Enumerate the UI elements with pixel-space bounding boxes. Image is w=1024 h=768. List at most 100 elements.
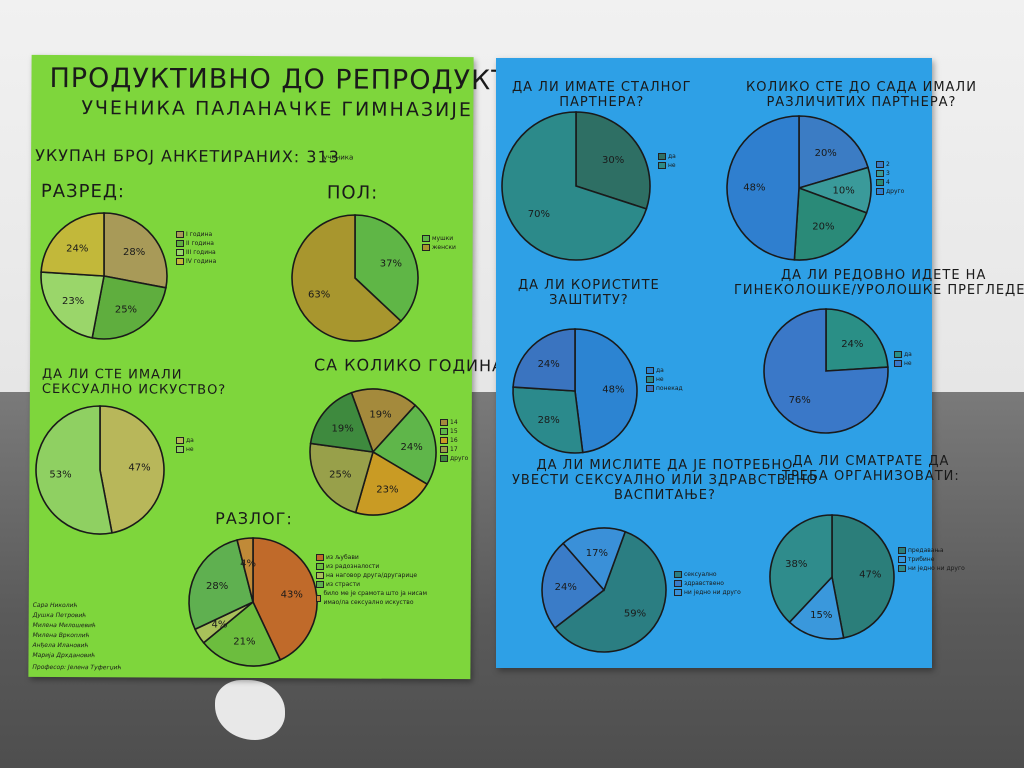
pie-slice bbox=[501, 111, 648, 261]
legend-swatch bbox=[876, 161, 884, 168]
slice-label: 38% bbox=[785, 559, 807, 570]
legend-label: предавања bbox=[908, 547, 944, 554]
legend-item: 2 bbox=[876, 160, 904, 169]
legend-item: 4 bbox=[876, 178, 904, 187]
slice-label: 19% bbox=[331, 423, 353, 434]
total-label: УКУПАН БРОЈ АНКЕТИРАНИХ: 313 bbox=[35, 145, 340, 167]
legend-item: III година bbox=[176, 248, 216, 257]
legend-label: 16 bbox=[450, 437, 458, 444]
legend-item: не bbox=[646, 375, 683, 384]
pie-pol: 37% 63% bbox=[291, 214, 419, 342]
slice-label: 47% bbox=[128, 462, 150, 473]
legend-swatch bbox=[674, 571, 682, 578]
pie-slice bbox=[763, 308, 889, 434]
author: Сара Николић bbox=[32, 601, 78, 610]
professor: Професор: Јелена Туфегџић bbox=[32, 663, 122, 672]
slice-label: 21% bbox=[233, 637, 255, 648]
pie-slice bbox=[35, 405, 113, 535]
legend-swatch bbox=[316, 554, 324, 561]
legend-label: не bbox=[668, 162, 676, 169]
chart-title-razlog: РАЗЛОГ: bbox=[215, 508, 293, 529]
slice-label: 28% bbox=[123, 247, 145, 258]
legend-item: не bbox=[658, 161, 676, 170]
pie-godine: 19% 24% 23% 25% 19% bbox=[309, 388, 437, 516]
pie-slice bbox=[371, 404, 437, 486]
pie-slice bbox=[769, 514, 833, 624]
legend-swatch bbox=[316, 563, 324, 570]
slice-label: 17% bbox=[586, 548, 608, 559]
chart-title-organizovati: ДА ЛИ СМАТРАТЕ ДА ТРЕБА ОРГАНИЗОВАТИ: bbox=[782, 454, 960, 484]
legend-label: ни једно ни друго bbox=[908, 565, 965, 572]
pie-slice bbox=[188, 539, 254, 631]
legend-swatch bbox=[176, 437, 184, 444]
slice-label: 24% bbox=[555, 582, 577, 593]
legend-swatch bbox=[658, 162, 666, 169]
legend-label: 4 bbox=[886, 179, 890, 186]
legend-zastita: да не понекад bbox=[646, 366, 683, 393]
slice-label: 24% bbox=[401, 442, 423, 453]
legend-swatch bbox=[646, 385, 654, 392]
slice-label: 15% bbox=[810, 610, 832, 621]
slice-label: 23% bbox=[62, 296, 84, 307]
legend-swatch bbox=[876, 188, 884, 195]
chart-title-iskustvo: ДА ЛИ СТЕ ИМАЛИ СЕКСУАЛНО ИСКУСТВО? bbox=[41, 366, 227, 398]
legend-organizovati: предавања трибине ни једно ни друго bbox=[898, 546, 965, 573]
slice-label: 24% bbox=[66, 244, 88, 255]
pie-slice bbox=[309, 391, 375, 453]
legend-swatch bbox=[422, 244, 430, 251]
legend-label: да bbox=[904, 351, 912, 358]
legend-item: женски bbox=[422, 243, 456, 252]
legend-label: да bbox=[186, 437, 194, 444]
legend-swatch bbox=[674, 580, 682, 587]
pie-slice bbox=[309, 442, 375, 514]
pie-slice bbox=[788, 575, 845, 640]
slice-label: 70% bbox=[528, 209, 550, 220]
legend-swatch bbox=[876, 170, 884, 177]
legend-item: не bbox=[894, 359, 912, 368]
legend-swatch bbox=[440, 419, 448, 426]
slice-label: 25% bbox=[329, 469, 351, 480]
legend-item: мушки bbox=[422, 234, 456, 243]
legend-swatch bbox=[176, 446, 184, 453]
slice-label: 25% bbox=[115, 304, 137, 315]
legend-item: ни једно ни друго bbox=[898, 564, 965, 573]
slice-label: 53% bbox=[49, 470, 71, 481]
pie-slice bbox=[99, 405, 165, 534]
legend-item: да bbox=[176, 436, 194, 445]
legend-swatch bbox=[440, 455, 448, 462]
legend-item: да bbox=[658, 152, 676, 161]
slice-label: 37% bbox=[380, 258, 402, 269]
chart-title-vaspitanje: ДА ЛИ МИСЛИТЕ ДА ЈЕ ПОТРЕБНО УВЕСТИ СЕКСУ… bbox=[512, 458, 818, 503]
legend-label: понекад bbox=[656, 385, 683, 392]
legend-label: 14 bbox=[450, 419, 458, 426]
slice-label: 24% bbox=[841, 339, 863, 350]
legend-item: I година bbox=[176, 230, 216, 239]
slice-label: 76% bbox=[789, 395, 811, 406]
legend-item: здравствено bbox=[674, 579, 741, 588]
chart-title-zastita: ДА ЛИ КОРИСТИТЕ ЗАШТИТУ? bbox=[518, 278, 660, 308]
pie-slice bbox=[40, 212, 105, 277]
legend-item: ни једно ни друго bbox=[674, 588, 741, 597]
chart-title-pol: ПОЛ: bbox=[326, 182, 379, 204]
legend-item: 15 bbox=[440, 427, 468, 436]
legend-label: не bbox=[186, 446, 194, 453]
pie-slice bbox=[354, 214, 419, 323]
pie-pregledi: 24% 76% bbox=[763, 308, 889, 434]
pie-slice bbox=[354, 450, 429, 516]
chart-title-broj: КОЛИКО СТЕ ДО САДА ИМАЛИ РАЗЛИЧИТИХ ПАРТН… bbox=[746, 80, 977, 110]
legend-label: било ме је срамота што ја нисам имао/ла … bbox=[323, 590, 428, 606]
pie-organizovati: 47% 15% 38% bbox=[769, 514, 895, 640]
legend-label: мушки bbox=[432, 235, 454, 242]
legend-label: не bbox=[656, 376, 664, 383]
slice-label: 43% bbox=[281, 589, 303, 600]
poster-subtitle: УЧЕНИКА ПАЛАНАЧКЕ ГИМНАЗИЈЕ bbox=[81, 97, 473, 122]
legend-label: IV година bbox=[186, 258, 217, 265]
legend-swatch bbox=[176, 258, 184, 265]
legend-partner: да не bbox=[658, 152, 676, 170]
legend-item: 16 bbox=[440, 436, 468, 445]
legend-label: 3 bbox=[886, 170, 890, 177]
legend-label: друго bbox=[450, 455, 469, 462]
pie-slice bbox=[512, 386, 584, 454]
legend-item: да bbox=[646, 366, 683, 375]
slice-label: 48% bbox=[602, 385, 624, 396]
